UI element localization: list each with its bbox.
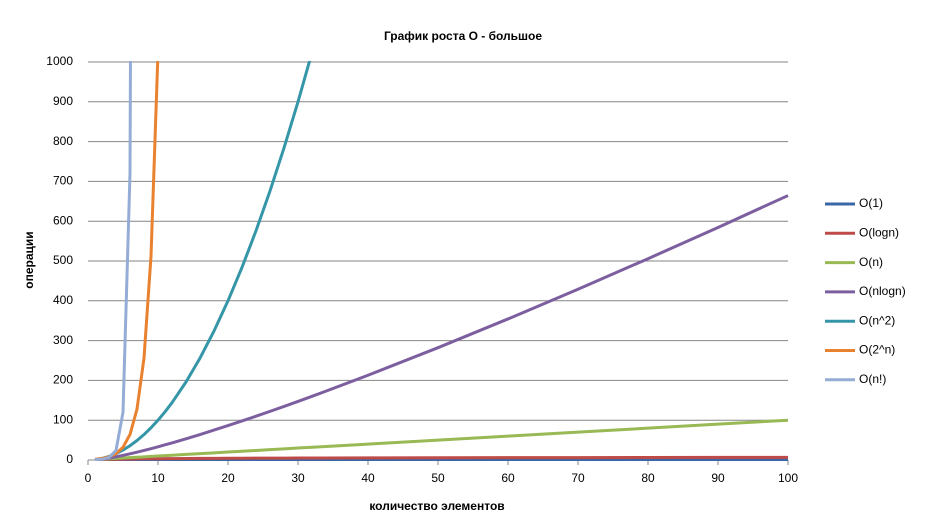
- y-tick-label: 1000: [46, 54, 73, 68]
- x-tick-label: 90: [711, 471, 725, 485]
- y-tick-label: 200: [53, 373, 73, 387]
- y-tick-label: 900: [53, 94, 73, 108]
- x-axis-label: количество элементов: [369, 499, 504, 513]
- legend-label: O(n): [859, 255, 883, 269]
- y-tick-label: 100: [53, 412, 73, 426]
- x-tick-label: 100: [778, 471, 798, 485]
- series-line: [94, 61, 132, 461]
- series-line: [94, 418, 789, 461]
- y-tick-label: 500: [53, 253, 73, 267]
- plot-area: [94, 61, 789, 461]
- legend-label: O(2^n): [859, 343, 895, 357]
- legend-label: O(nlogn): [859, 284, 906, 298]
- legend-label: O(logn): [859, 225, 899, 239]
- x-tick-label: 50: [431, 471, 445, 485]
- legend-label: O(1): [859, 196, 883, 210]
- y-tick-label: 300: [53, 333, 73, 347]
- x-tick-label: 30: [291, 471, 305, 485]
- y-tick-label: 700: [53, 174, 73, 188]
- x-tick-label: 40: [361, 471, 375, 485]
- x-tick-label: 70: [571, 471, 585, 485]
- y-tick-label: 600: [53, 213, 73, 227]
- x-tick-label: 80: [641, 471, 655, 485]
- y-tick-label: 800: [53, 134, 73, 148]
- x-tick-label: 0: [85, 471, 92, 485]
- chart-title: График роста О - большое: [384, 29, 542, 43]
- y-tick-label: 0: [66, 452, 73, 466]
- y-axis-label: операции: [22, 231, 36, 288]
- series-line: [94, 194, 789, 461]
- legend-label: O(n^2): [859, 313, 895, 327]
- y-tick-label: 400: [53, 293, 73, 307]
- legend-label: O(n!): [859, 372, 886, 386]
- x-tick-label: 20: [221, 471, 235, 485]
- x-tick-label: 10: [151, 471, 165, 485]
- x-tick-label: 60: [501, 471, 515, 485]
